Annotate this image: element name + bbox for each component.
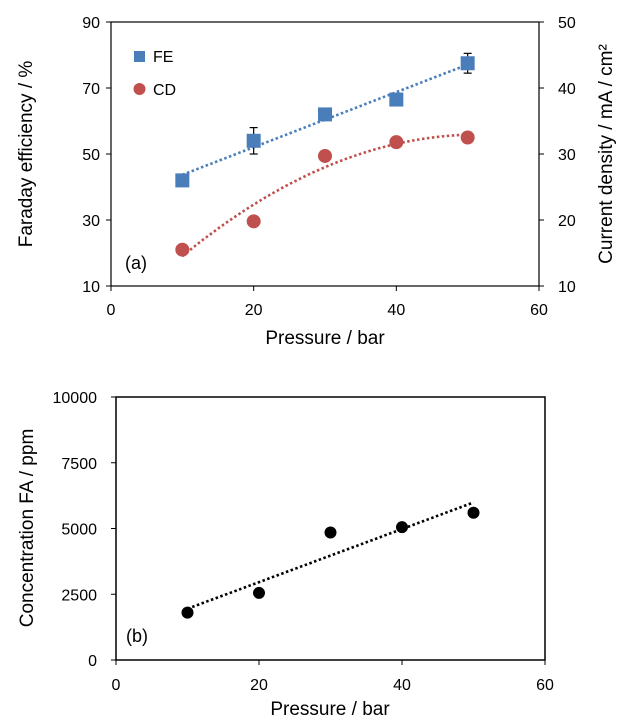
- chart-a-ticks: 0 20 40 60 10 30 50 70 90 10 20 30 40 50: [82, 15, 576, 319]
- y-tick-label: 10000: [53, 390, 98, 407]
- y-tick-label: 0: [88, 653, 97, 670]
- data-point-fe: [389, 92, 404, 107]
- chart-b-ylabel: Concentration FA / ppm: [17, 429, 38, 628]
- chart-a-legend: FE CD: [133, 49, 176, 99]
- chart-a-xlabel: Pressure / bar: [265, 328, 385, 349]
- chart-b-marks: [181, 506, 480, 619]
- chart-a-marks: [175, 52, 475, 257]
- y2-tick-label: 50: [558, 15, 576, 32]
- data-point-cd: [460, 130, 475, 145]
- data-point-cd: [389, 135, 404, 150]
- x-tick-label: 20: [250, 677, 268, 694]
- data-point-fe: [460, 56, 475, 71]
- y2-tick-label: 30: [558, 147, 576, 164]
- legend-fe-label: FE: [153, 49, 173, 66]
- chart-b-xlabel: Pressure / bar: [270, 699, 390, 720]
- legend-fe-marker: [134, 51, 145, 62]
- x-tick-label: 0: [107, 302, 116, 319]
- y2-tick-label: 10: [558, 279, 576, 296]
- trendline-fe: [181, 63, 469, 177]
- y2-tick-label: 40: [558, 81, 576, 98]
- data-point-concentration: [181, 606, 194, 619]
- y-tick-label: 30: [82, 213, 100, 230]
- data-point-fe: [175, 173, 190, 188]
- chart-a-panel-label: (a): [125, 253, 147, 273]
- data-point-concentration: [253, 586, 265, 599]
- data-point-cd: [175, 242, 190, 257]
- data-point-concentration: [324, 526, 337, 539]
- x-tick-label: 0: [112, 677, 121, 694]
- chart-b-ticks: 0 20 40 60 0 2500 5000 7500 10000: [53, 390, 555, 694]
- legend-cd-label: CD: [153, 82, 176, 99]
- y-tick-label: 70: [82, 81, 100, 98]
- y-tick-label: 7500: [61, 456, 97, 473]
- data-point-concentration: [467, 506, 480, 519]
- x-tick-label: 40: [393, 677, 411, 694]
- legend-cd-marker: [133, 83, 146, 95]
- y-tick-label: 10: [82, 279, 100, 296]
- chart-a: 0 20 40 60 10 30 50 70 90 10 20 30 40 50 Pressure / b…: [16, 15, 617, 349]
- y-tick-label: 90: [82, 15, 100, 32]
- chart-b: 0 20 40 60 0 2500 5000 7500 10000 Pressure / bar…: [17, 390, 554, 720]
- y-tick-label: 50: [82, 147, 100, 164]
- chart-b-trendlines: [187, 501, 474, 610]
- data-point-cd: [318, 148, 332, 163]
- y-tick-label: 5000: [61, 522, 97, 539]
- chart-a-plot-frame: [110, 21, 540, 287]
- y2-tick-label: 20: [558, 213, 576, 230]
- data-point-cd: [246, 214, 261, 229]
- chart-b-plot-frame: [115, 396, 546, 661]
- x-tick-label: 40: [387, 302, 405, 319]
- chart-a-ylabel: Faraday efficiency / %: [16, 61, 37, 248]
- chart-a-trendlines: [181, 63, 469, 258]
- x-tick-label: 20: [245, 302, 263, 319]
- trendline-concentration: [187, 501, 474, 610]
- data-point-fe: [246, 133, 261, 148]
- y-tick-label: 2500: [61, 587, 97, 604]
- data-point-fe: [318, 107, 332, 122]
- data-point-concentration: [396, 521, 408, 534]
- chart-a-y2label: Current density / mA / cm²: [596, 44, 617, 264]
- chart-b-panel-label: (b): [126, 626, 148, 646]
- x-tick-label: 60: [530, 302, 548, 319]
- x-tick-label: 60: [536, 677, 554, 694]
